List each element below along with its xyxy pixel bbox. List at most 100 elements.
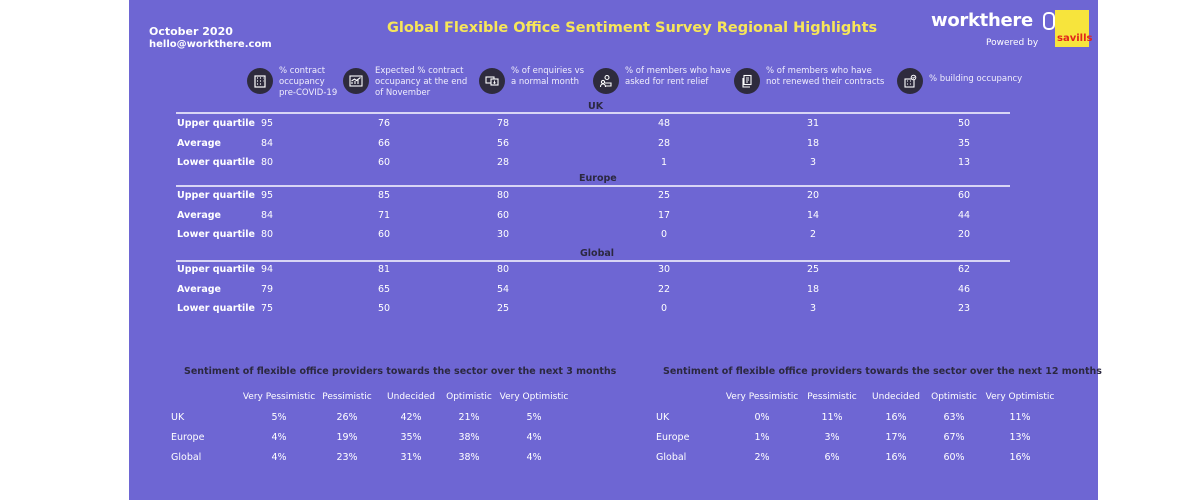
sentiment-value: 23% — [336, 452, 358, 463]
sentiment-value: 16% — [1009, 452, 1031, 463]
uk-upper-c5: 31 — [806, 118, 820, 129]
sentiment-12m-title: Sentiment of flexible office providers t… — [663, 366, 1102, 377]
sentiment-value: 6% — [824, 452, 840, 463]
report-date: October 2020 — [149, 25, 233, 38]
sentiment-header: Optimistic — [931, 392, 977, 402]
gl-lower-c2: 50 — [377, 303, 391, 314]
column-header-rent-relief: % of members who have asked for rent rel… — [593, 66, 737, 94]
sentiment-header: Pessimistic — [807, 392, 857, 402]
sentiment-value: 38% — [458, 432, 480, 443]
sentiment-value: 0% — [754, 412, 770, 423]
column-header-enquiries: % of enquiries vs a normal month — [479, 66, 591, 94]
sentiment-header: Undecided — [387, 392, 435, 402]
eu-lower-c4: 0 — [660, 229, 668, 240]
sentiment-row-label: UK — [171, 412, 185, 423]
savills-logo: savills — [1055, 10, 1092, 47]
row-label: Lower quartile — [177, 303, 255, 314]
eu-avg-c5: 14 — [806, 210, 820, 221]
gl-avg-c1: 79 — [260, 284, 274, 295]
logo-powered-by: Powered by — [986, 38, 1039, 48]
gl-lower-c6: 23 — [957, 303, 971, 314]
sentiment-value: 63% — [943, 412, 965, 423]
uk-lower-c4: 1 — [660, 157, 668, 168]
column-label: Expected % contract occupancy at the end… — [375, 66, 468, 98]
eu-upper-c3: 80 — [496, 190, 510, 201]
sentiment-value: 60% — [943, 452, 965, 463]
uk-upper-c2: 76 — [377, 118, 391, 129]
page-title: Global Flexible Office Sentiment Survey … — [387, 20, 878, 36]
sentiment-value: 5% — [271, 412, 287, 423]
gl-avg-c4: 22 — [657, 284, 671, 295]
column-header-building-occupancy: % building occupancy — [897, 66, 1049, 94]
gl-avg-c6: 46 — [957, 284, 971, 295]
sentiment-value: 21% — [458, 412, 480, 423]
gl-avg-c2: 65 — [377, 284, 391, 295]
uk-avg-c2: 66 — [377, 138, 391, 149]
eu-upper-c2: 85 — [377, 190, 391, 201]
region-label-uk: UK — [588, 101, 604, 112]
uk-lower-c1: 80 — [260, 157, 274, 168]
infographic-panel: October 2020 hello@workthere.com Global … — [129, 0, 1102, 500]
sentiment-value: 4% — [526, 452, 542, 463]
building-occupancy-icon — [897, 68, 923, 94]
enquiry-screen-icon — [479, 68, 505, 94]
sentiment-value: 16% — [885, 452, 907, 463]
column-label: % building occupancy — [929, 74, 1023, 84]
uk-avg-c3: 56 — [496, 138, 510, 149]
uk-upper-c6: 50 — [957, 118, 971, 129]
column-label: % of enquiries vs a normal month — [511, 66, 585, 87]
eu-avg-c6: 44 — [957, 210, 971, 221]
sentiment-value: 4% — [271, 432, 287, 443]
sentiment-value: 17% — [885, 432, 907, 443]
sentiment-header: Very Pessimistic — [242, 392, 316, 402]
sentiment-header: Optimistic — [446, 392, 492, 402]
sentiment-row-label: Global — [171, 452, 202, 463]
sentiment-header: Very Optimistic — [499, 392, 569, 402]
sentiment-header: Undecided — [872, 392, 920, 402]
divider — [176, 185, 1010, 187]
sentiment-value: 35% — [400, 432, 422, 443]
building-icon — [247, 68, 273, 94]
eu-lower-c2: 60 — [377, 229, 391, 240]
logo-brand: workthere — [931, 10, 1033, 31]
sentiment-value: 3% — [824, 432, 840, 443]
gl-upper-c3: 80 — [496, 264, 510, 275]
uk-upper-c3: 78 — [496, 118, 510, 129]
gl-upper-c1: 94 — [260, 264, 274, 275]
sentiment-value: 38% — [458, 452, 480, 463]
sentiment-value: 2% — [754, 452, 770, 463]
divider — [176, 112, 1010, 114]
uk-lower-c2: 60 — [377, 157, 391, 168]
gl-lower-c5: 3 — [809, 303, 817, 314]
sentiment-row-label: Europe — [656, 432, 690, 443]
column-header-not-renewed: % of members who have not renewed their … — [734, 66, 886, 94]
region-label-europe: Europe — [579, 173, 617, 184]
eu-upper-c6: 60 — [957, 190, 971, 201]
sentiment-value: 67% — [943, 432, 965, 443]
uk-avg-c4: 28 — [657, 138, 671, 149]
workthere-savills-logo: workthere Powered by savills — [931, 10, 1092, 50]
gl-upper-c5: 25 — [806, 264, 820, 275]
uk-lower-c6: 13 — [957, 157, 971, 168]
row-label: Upper quartile — [177, 190, 255, 201]
sentiment-value: 4% — [526, 432, 542, 443]
contact-email[interactable]: hello@workthere.com — [149, 39, 272, 50]
row-label: Average — [177, 284, 221, 295]
gl-lower-c3: 25 — [496, 303, 510, 314]
row-label: Lower quartile — [177, 229, 255, 240]
sentiment-value: 19% — [336, 432, 358, 443]
eu-upper-c4: 25 — [657, 190, 671, 201]
eu-lower-c6: 20 — [957, 229, 971, 240]
region-label-global: Global — [580, 248, 615, 259]
sentiment-header: Pessimistic — [322, 392, 372, 402]
uk-lower-c5: 3 — [809, 157, 817, 168]
sentiment-value: 11% — [821, 412, 843, 423]
row-label: Upper quartile — [177, 264, 255, 275]
sentiment-header: Very Optimistic — [985, 392, 1055, 402]
sentiment-value: 26% — [336, 412, 358, 423]
gl-avg-c5: 18 — [806, 284, 820, 295]
gl-avg-c3: 54 — [496, 284, 510, 295]
eu-avg-c2: 71 — [377, 210, 391, 221]
sentiment-value: 42% — [400, 412, 422, 423]
sentiment-3m-title: Sentiment of flexible office providers t… — [184, 366, 617, 377]
